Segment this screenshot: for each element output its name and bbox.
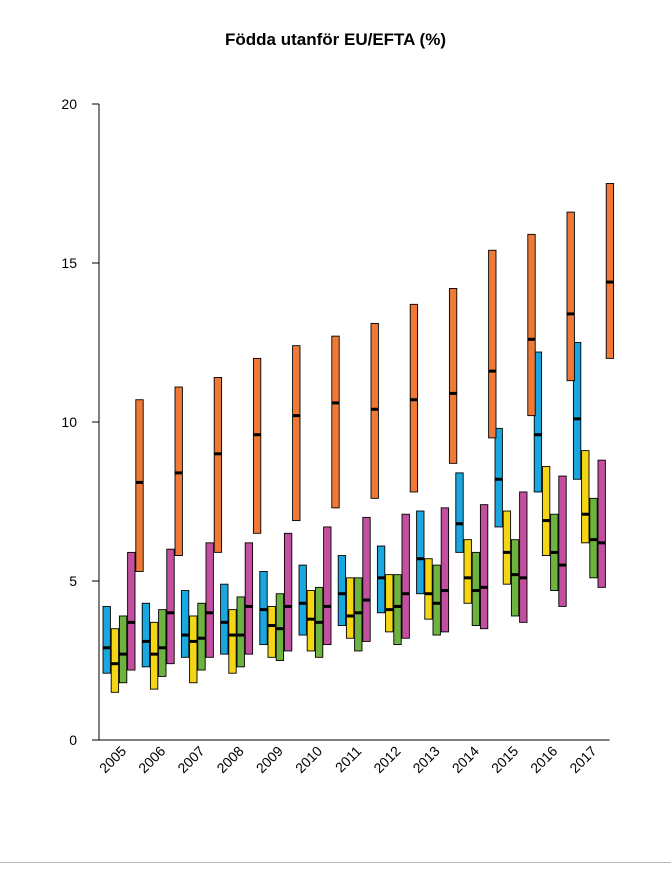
range-bar bbox=[337, 555, 347, 626]
range-bar bbox=[118, 615, 128, 684]
range-bar bbox=[228, 609, 237, 674]
x-tick-label: 2013 bbox=[409, 743, 442, 776]
range-bar bbox=[166, 548, 175, 665]
range-bar bbox=[306, 590, 316, 652]
x-tick-label: 2016 bbox=[527, 743, 560, 776]
range-bar bbox=[275, 593, 285, 661]
range-bar bbox=[589, 497, 598, 579]
range-bar bbox=[401, 513, 410, 639]
range-bar bbox=[259, 571, 268, 646]
range-bar bbox=[220, 583, 229, 655]
range-bar bbox=[440, 507, 450, 633]
range-bar bbox=[110, 628, 120, 693]
x-tick-label: 2011 bbox=[332, 743, 365, 776]
range-bar bbox=[471, 551, 481, 626]
range-bar bbox=[236, 596, 245, 668]
range-bar bbox=[488, 249, 497, 439]
x-tick-label: 2008 bbox=[213, 743, 246, 776]
range-bar bbox=[345, 577, 355, 639]
range-bar bbox=[189, 615, 198, 684]
range-bar bbox=[102, 605, 111, 674]
range-bar bbox=[385, 574, 394, 633]
range-bar bbox=[174, 386, 183, 557]
range-bar bbox=[432, 564, 441, 636]
range-bar bbox=[283, 532, 293, 652]
range-bar bbox=[393, 574, 402, 646]
range-bar bbox=[455, 472, 464, 553]
range-bar bbox=[135, 399, 144, 572]
range-bar bbox=[376, 545, 386, 614]
range-bar bbox=[244, 542, 254, 655]
range-bar bbox=[463, 539, 472, 604]
x-tick-label: 2005 bbox=[96, 743, 129, 776]
range-bar bbox=[158, 609, 167, 677]
y-tick-label: 20 bbox=[61, 96, 77, 112]
range-bar bbox=[298, 564, 307, 636]
range-bar bbox=[197, 602, 206, 671]
y-tick-label: 5 bbox=[69, 573, 77, 589]
range-bar bbox=[519, 491, 528, 623]
bottom-divider bbox=[0, 862, 671, 863]
range-bar bbox=[572, 342, 582, 480]
range-bar bbox=[479, 504, 489, 630]
range-bar bbox=[252, 357, 262, 534]
range-bar bbox=[267, 605, 276, 658]
range-bar bbox=[566, 211, 575, 382]
range-bar bbox=[416, 510, 425, 595]
x-tick-label: 2017 bbox=[566, 743, 599, 776]
x-tick-label: 2009 bbox=[253, 743, 286, 776]
x-tick-label: 2007 bbox=[174, 743, 207, 776]
x-tick-label: 2010 bbox=[292, 743, 325, 776]
range-bar bbox=[541, 466, 551, 557]
y-tick-label: 0 bbox=[69, 732, 77, 748]
x-tick-label: 2006 bbox=[135, 743, 168, 776]
y-tick-label: 15 bbox=[61, 255, 77, 271]
range-bar bbox=[581, 450, 590, 544]
chart-title: Födda utanför EU/EFTA (%) bbox=[225, 30, 446, 49]
range-bar bbox=[292, 345, 301, 522]
range-bar bbox=[370, 322, 379, 499]
range-bar bbox=[127, 551, 136, 671]
range-bar bbox=[205, 542, 214, 658]
range-bar bbox=[558, 475, 567, 607]
range-bar bbox=[424, 558, 433, 620]
range-bar bbox=[354, 577, 363, 652]
range-bar bbox=[362, 516, 371, 642]
range-bar bbox=[494, 427, 503, 528]
range-bar bbox=[331, 335, 340, 509]
x-tick-label: 2015 bbox=[488, 743, 521, 776]
range-bar bbox=[527, 233, 536, 417]
x-tick-label: 2012 bbox=[370, 743, 403, 776]
range-bar bbox=[141, 602, 151, 668]
range-bar bbox=[597, 459, 606, 588]
y-tick-label: 10 bbox=[61, 414, 77, 430]
range-bar bbox=[323, 526, 332, 646]
range-bar bbox=[510, 539, 520, 617]
range-bar bbox=[213, 377, 223, 553]
range-bar bbox=[502, 510, 512, 585]
range-bar bbox=[409, 303, 419, 493]
range-bar bbox=[533, 351, 543, 493]
range-bar bbox=[448, 287, 458, 464]
x-tick-label: 2014 bbox=[449, 743, 482, 776]
range-bar bbox=[605, 183, 615, 359]
range-bar bbox=[180, 590, 190, 658]
range-bar bbox=[149, 621, 159, 690]
